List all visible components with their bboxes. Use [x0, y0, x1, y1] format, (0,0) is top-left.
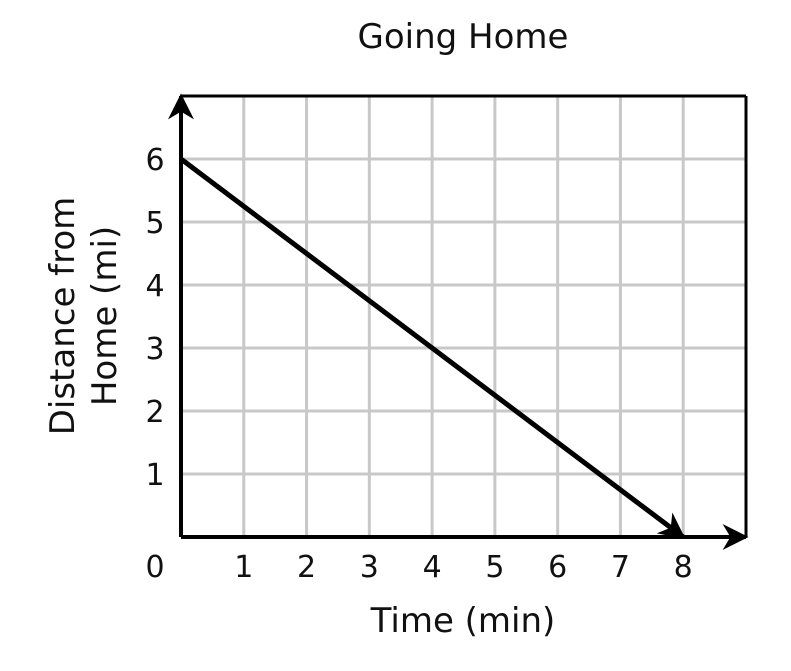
x-tick-label: 3: [360, 550, 379, 585]
x-tick-label: 4: [423, 550, 442, 585]
grid: [181, 96, 746, 537]
y-axis-label-line-2: Home (mi): [85, 226, 125, 406]
y-tick-label: 1: [145, 458, 164, 493]
y-tick-label: 6: [145, 143, 164, 178]
x-tick-label: 7: [611, 550, 630, 585]
x-tick-label: 2: [297, 550, 316, 585]
chart-title: Going Home: [358, 17, 569, 57]
y-tick-label: 5: [145, 206, 164, 241]
y-tick-label: 3: [145, 332, 164, 367]
x-tick-label: 8: [674, 550, 693, 585]
x-tick-label: 5: [485, 550, 504, 585]
x-tick-label: 6: [548, 550, 567, 585]
ticks: 1 2 3 4 5 6 7 8 1 2 3 4 5 6: [145, 143, 692, 585]
x-axis-label: Time (min): [370, 601, 556, 641]
x-tick-label: 1: [234, 550, 253, 585]
series: [179, 157, 686, 539]
plot-frame: [168, 93, 749, 550]
y-tick-label: 4: [145, 269, 164, 304]
origin-label: 0: [145, 550, 164, 585]
series-line: [179, 157, 686, 539]
y-tick-label: 2: [145, 395, 164, 430]
y-axis-label-line-1: Distance from: [43, 197, 83, 436]
